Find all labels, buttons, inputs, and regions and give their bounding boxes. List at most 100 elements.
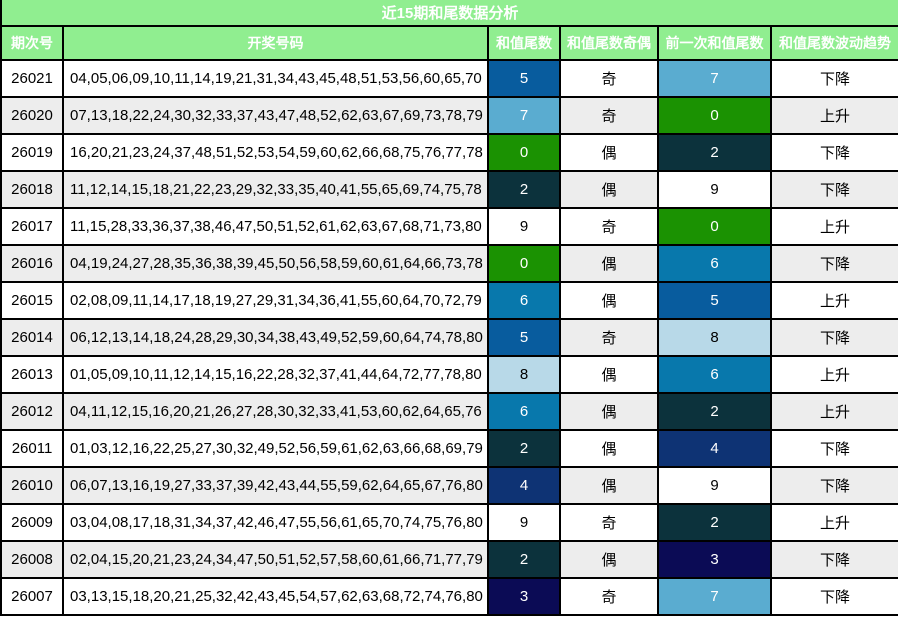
- sum-tail-cell: 2: [487, 429, 561, 468]
- numbers-cell: 04,19,24,27,28,35,36,38,39,45,50,56,58,5…: [62, 244, 489, 283]
- trend-cell: 下降: [769, 540, 898, 579]
- table-row: 26014 06,12,13,14,18,24,28,29,30,34,38,43…: [0, 318, 898, 357]
- parity-cell: 偶: [559, 429, 659, 468]
- prev-tail-cell: 6: [657, 244, 772, 283]
- parity-cell: 奇: [559, 318, 659, 357]
- period-cell: 26007: [0, 577, 64, 616]
- sum-tail-cell: 6: [487, 392, 561, 431]
- period-cell: 26012: [0, 392, 64, 431]
- period-cell: 26020: [0, 96, 64, 135]
- prev-tail-cell: 2: [657, 503, 772, 542]
- period-cell: 26019: [0, 133, 64, 172]
- prev-tail-cell: 6: [657, 355, 772, 394]
- period-cell: 26015: [0, 281, 64, 320]
- parity-cell: 偶: [559, 392, 659, 431]
- table-row: 26018 11,12,14,15,18,21,22,23,29,32,33,35…: [0, 170, 898, 209]
- prev-tail-cell: 8: [657, 318, 772, 357]
- parity-cell: 偶: [559, 466, 659, 505]
- sum-tail-cell: 9: [487, 503, 561, 542]
- sum-tail-cell: 5: [487, 318, 561, 357]
- period-cell: 26011: [0, 429, 64, 468]
- table-row: 26010 06,07,13,16,19,27,33,37,39,42,43,44…: [0, 466, 898, 505]
- table-row: 26009 03,04,08,17,18,31,34,37,42,46,47,55…: [0, 503, 898, 542]
- numbers-cell: 03,04,08,17,18,31,34,37,42,46,47,55,56,6…: [62, 503, 489, 542]
- column-header-numbers: 开奖号码: [62, 25, 489, 61]
- table-row: 26019 16,20,21,23,24,37,48,51,52,53,54,59…: [0, 133, 898, 172]
- numbers-cell: 06,12,13,14,18,24,28,29,30,34,38,43,49,5…: [62, 318, 489, 357]
- sum-tail-cell: 8: [487, 355, 561, 394]
- parity-cell: 偶: [559, 244, 659, 283]
- period-cell: 26021: [0, 59, 64, 98]
- table-row: 26012 04,11,12,15,16,20,21,26,27,28,30,32…: [0, 392, 898, 431]
- prev-tail-cell: 7: [657, 59, 772, 98]
- trend-cell: 下降: [769, 244, 898, 283]
- column-header-parity: 和值尾数奇偶: [559, 25, 659, 61]
- numbers-cell: 11,15,28,33,36,37,38,46,47,50,51,52,61,6…: [62, 207, 489, 246]
- header-row: 期次号 开奖号码 和值尾数 和值尾数奇偶 前一次和值尾数 和值尾数波动趋势: [0, 25, 898, 61]
- sum-tail-cell: 5: [487, 59, 561, 98]
- numbers-cell: 02,04,15,20,21,23,24,34,47,50,51,52,57,5…: [62, 540, 489, 579]
- table-row: 26020 07,13,18,22,24,30,32,33,37,43,47,48…: [0, 96, 898, 135]
- title-row: 近15期和尾数据分析: [0, 0, 898, 27]
- table-row: 26007 03,13,15,18,20,21,25,32,42,43,45,54…: [0, 577, 898, 616]
- table-row: 26017 11,15,28,33,36,37,38,46,47,50,51,52…: [0, 207, 898, 246]
- table-row: 26021 04,05,06,09,10,11,14,19,21,31,34,43…: [0, 59, 898, 98]
- trend-cell: 上升: [769, 355, 898, 394]
- prev-tail-cell: 3: [657, 540, 772, 579]
- parity-cell: 偶: [559, 355, 659, 394]
- period-cell: 26010: [0, 466, 64, 505]
- trend-cell: 上升: [769, 281, 898, 320]
- prev-tail-cell: 9: [657, 170, 772, 209]
- sum-tail-cell: 9: [487, 207, 561, 246]
- table-row: 26016 04,19,24,27,28,35,36,38,39,45,50,56…: [0, 244, 898, 283]
- trend-cell: 上升: [769, 207, 898, 246]
- period-cell: 26013: [0, 355, 64, 394]
- column-header-trend: 和值尾数波动趋势: [769, 25, 898, 61]
- parity-cell: 偶: [559, 170, 659, 209]
- sum-tail-cell: 2: [487, 170, 561, 209]
- trend-cell: 下降: [769, 466, 898, 505]
- sum-tail-cell: 2: [487, 540, 561, 579]
- numbers-cell: 16,20,21,23,24,37,48,51,52,53,54,59,60,6…: [62, 133, 489, 172]
- prev-tail-cell: 0: [657, 96, 772, 135]
- prev-tail-cell: 0: [657, 207, 772, 246]
- trend-cell: 下降: [769, 133, 898, 172]
- numbers-cell: 11,12,14,15,18,21,22,23,29,32,33,35,40,4…: [62, 170, 489, 209]
- numbers-cell: 02,08,09,11,14,17,18,19,27,29,31,34,36,4…: [62, 281, 489, 320]
- prev-tail-cell: 2: [657, 392, 772, 431]
- numbers-cell: 07,13,18,22,24,30,32,33,37,43,47,48,52,6…: [62, 96, 489, 135]
- prev-tail-cell: 2: [657, 133, 772, 172]
- table-row: 26011 01,03,12,16,22,25,27,30,32,49,52,56…: [0, 429, 898, 468]
- prev-tail-cell: 4: [657, 429, 772, 468]
- parity-cell: 偶: [559, 133, 659, 172]
- prev-tail-cell: 9: [657, 466, 772, 505]
- period-cell: 26014: [0, 318, 64, 357]
- period-cell: 26016: [0, 244, 64, 283]
- trend-cell: 下降: [769, 577, 898, 616]
- period-cell: 26009: [0, 503, 64, 542]
- parity-cell: 奇: [559, 59, 659, 98]
- numbers-cell: 06,07,13,16,19,27,33,37,39,42,43,44,55,5…: [62, 466, 489, 505]
- parity-cell: 奇: [559, 577, 659, 616]
- trend-cell: 上升: [769, 392, 898, 431]
- parity-cell: 奇: [559, 503, 659, 542]
- trend-cell: 上升: [769, 503, 898, 542]
- sum-tail-cell: 0: [487, 133, 561, 172]
- column-header-sum-tail: 和值尾数: [487, 25, 561, 61]
- table-row: 26013 01,05,09,10,11,12,14,15,16,22,28,32…: [0, 355, 898, 394]
- trend-cell: 上升: [769, 96, 898, 135]
- parity-cell: 奇: [559, 207, 659, 246]
- parity-cell: 偶: [559, 540, 659, 579]
- column-header-period: 期次号: [0, 25, 64, 61]
- table-row: 26015 02,08,09,11,14,17,18,19,27,29,31,34…: [0, 281, 898, 320]
- column-header-prev-tail: 前一次和值尾数: [657, 25, 772, 61]
- trend-cell: 下降: [769, 170, 898, 209]
- prev-tail-cell: 7: [657, 577, 772, 616]
- sum-tail-cell: 7: [487, 96, 561, 135]
- numbers-cell: 01,03,12,16,22,25,27,30,32,49,52,56,59,6…: [62, 429, 489, 468]
- page-title: 近15期和尾数据分析: [0, 0, 898, 27]
- table-body: 26021 04,05,06,09,10,11,14,19,21,31,34,43…: [0, 59, 898, 616]
- period-cell: 26017: [0, 207, 64, 246]
- period-cell: 26018: [0, 170, 64, 209]
